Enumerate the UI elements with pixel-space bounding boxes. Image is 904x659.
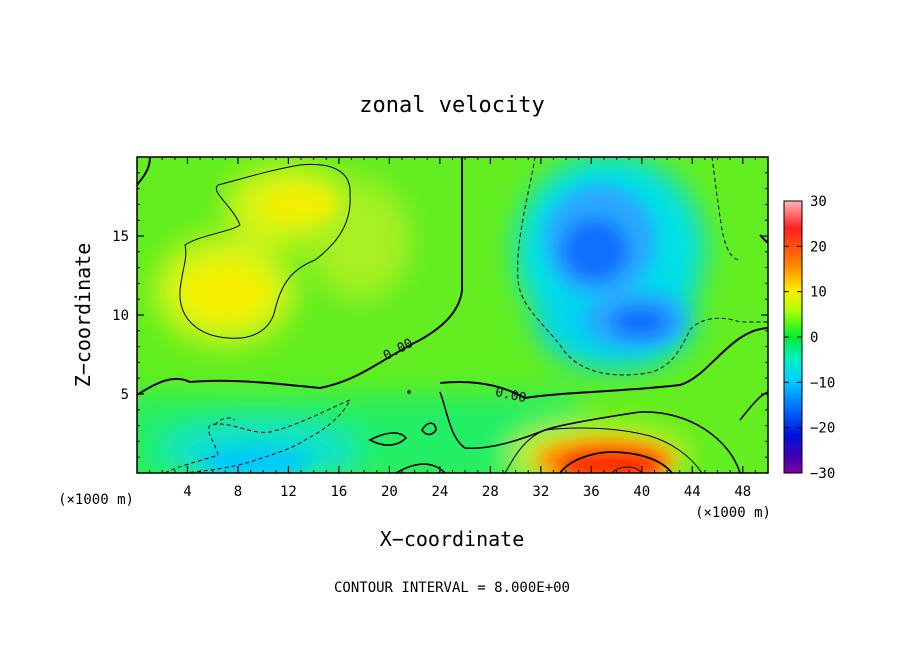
x-tick-label-2: 12 bbox=[280, 484, 297, 500]
contour-label-group-2: 0.00 bbox=[494, 385, 528, 406]
y-axis-label: Z−coordinate bbox=[71, 243, 95, 388]
contour-dot bbox=[407, 390, 411, 394]
colorbar-tick-label-1: 20 bbox=[810, 239, 827, 255]
x-tick-label-7: 32 bbox=[532, 484, 549, 500]
colorbar: 30 20 10 0 −10 −20 −30 bbox=[783, 194, 835, 482]
zero-contour-bump-c bbox=[421, 422, 437, 436]
heatmap-positive-peak bbox=[558, 451, 662, 473]
x-tick-label-10: 44 bbox=[684, 484, 701, 500]
y-tick-label-1: 10 bbox=[112, 308, 129, 324]
chart-title: zonal velocity bbox=[359, 93, 544, 118]
contour-label-2: 0.00 bbox=[494, 385, 528, 406]
zero-contour-right-low bbox=[739, 391, 768, 421]
x-unit-right: (×1000 m) bbox=[695, 505, 771, 521]
y-axis-ticks: 5 10 15 bbox=[112, 172, 768, 458]
colorbar-tick-label-4: −10 bbox=[810, 375, 835, 391]
positive-contour-a bbox=[179, 163, 351, 339]
colorbar-tick-label-0: 30 bbox=[810, 194, 827, 210]
zero-contour-main bbox=[137, 157, 463, 396]
negative-contour-b bbox=[164, 399, 352, 473]
x-axis-ticks: 4 8 12 16 20 24 28 32 36 40 44 48 bbox=[149, 157, 756, 500]
colorbar-ticks: 30 20 10 0 −10 −20 −30 bbox=[784, 194, 835, 482]
y-tick-label-0: 5 bbox=[121, 387, 129, 403]
positive-contour-c bbox=[559, 451, 673, 473]
negative-contour-c bbox=[214, 417, 236, 426]
x-tick-label-4: 20 bbox=[381, 484, 398, 500]
x-tick-label-5: 24 bbox=[431, 484, 448, 500]
x-tick-label-6: 28 bbox=[482, 484, 499, 500]
zero-contour-bump-b bbox=[368, 432, 408, 446]
positive-contour-b bbox=[504, 427, 703, 473]
colorbar-tick-label-6: −30 bbox=[810, 466, 835, 482]
negative-contour-a bbox=[517, 157, 768, 376]
colorbar-tick-label-5: −20 bbox=[810, 421, 835, 437]
heatmap-field: 0.00 0.00 bbox=[137, 157, 768, 473]
x-tick-label-11: 48 bbox=[734, 484, 751, 500]
x-tick-label-0: 4 bbox=[183, 484, 191, 500]
colorbar-tick-label-3: 0 bbox=[810, 330, 818, 346]
colorbar-tick-label-2: 10 bbox=[810, 285, 827, 301]
x-unit-left: (×1000 m) bbox=[58, 492, 134, 508]
x-tick-label-3: 16 bbox=[330, 484, 347, 500]
contour-interval-note: CONTOUR INTERVAL = 8.000E+00 bbox=[334, 580, 570, 596]
heatmap-positive-core-b bbox=[262, 187, 338, 223]
zero-contour-lower bbox=[439, 327, 768, 400]
positive-contour-d bbox=[611, 466, 643, 473]
contour-lines bbox=[137, 157, 768, 473]
heatmap-negative-peak-a bbox=[563, 220, 627, 280]
heatmap-negative-core-c bbox=[200, 448, 310, 473]
x-tick-label-8: 36 bbox=[583, 484, 600, 500]
zero-contour-bottom bbox=[395, 463, 446, 473]
heatmap-positive-core-a bbox=[183, 264, 267, 320]
y-tick-label-2: 15 bbox=[112, 229, 129, 245]
heatmap-negative-peak-b bbox=[612, 308, 668, 336]
x-tick-label-1: 8 bbox=[234, 484, 242, 500]
x-axis-label: X−coordinate bbox=[380, 527, 525, 551]
x-tick-label-9: 40 bbox=[633, 484, 650, 500]
